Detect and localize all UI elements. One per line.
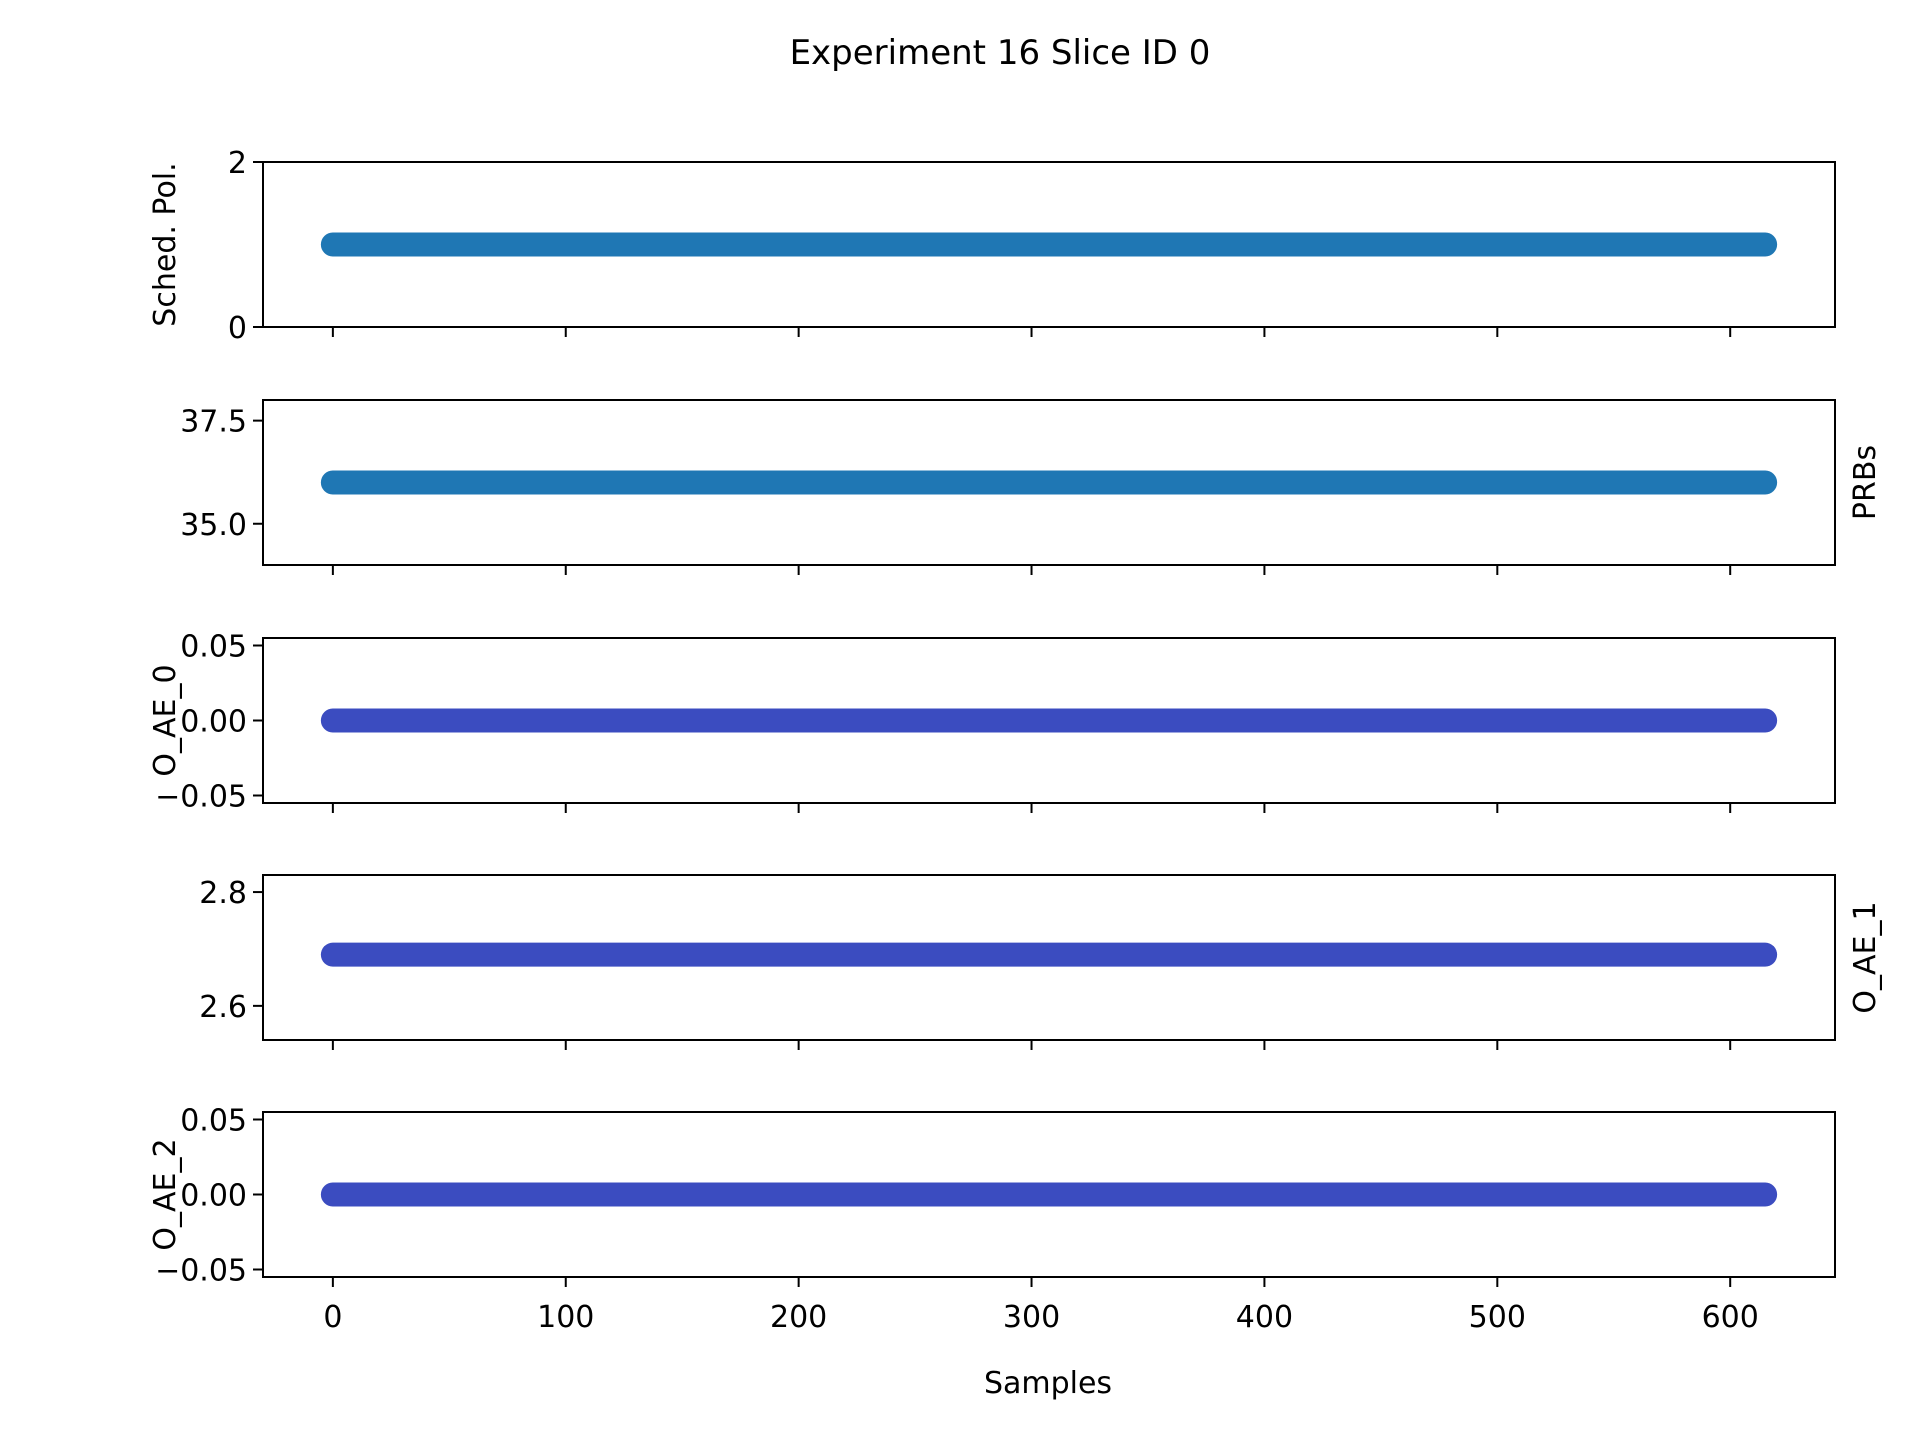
- panel-frame-4: [262, 874, 1836, 1041]
- y-tick-label: 0.05: [180, 1104, 247, 1139]
- x-axis-label: Samples: [984, 1366, 1112, 1401]
- y-tick-label: −0.05: [155, 780, 247, 815]
- y-tick-label: 2.6: [199, 990, 247, 1025]
- y-tick-label: 2: [228, 146, 247, 181]
- y-tick-label: 0.05: [180, 630, 247, 665]
- y-tick-label: 37.5: [180, 405, 247, 440]
- panel-1: 0 2 Sched. Pol.: [148, 146, 1836, 346]
- panel-5: −0.05 0.00 0.05 0 100 200 300 400 500 600 O_AE_2: [148, 1104, 1836, 1335]
- panel-2: 35.0 37.5 PRBs: [180, 399, 1883, 575]
- y-tick-label: 0.00: [180, 1179, 247, 1214]
- y-axis-label: O_AE_2: [148, 1138, 183, 1250]
- panel-3: −0.05 0.00 0.05O_AE_0: [148, 630, 1836, 815]
- figure-title: Experiment 16 Slice ID 0: [790, 33, 1211, 73]
- y-axis-label: O_AE_1: [1848, 901, 1883, 1013]
- x-tick-label: 600: [1702, 1300, 1759, 1335]
- x-tick-label: 200: [770, 1300, 827, 1335]
- y-tick-label: −0.05: [155, 1254, 247, 1289]
- y-tick-label: 35.0: [180, 508, 247, 543]
- panel-frame-1: [262, 161, 1836, 328]
- x-tick-label: 300: [1003, 1300, 1060, 1335]
- y-tick-label: 0.00: [180, 705, 247, 740]
- x-tick-label: 100: [537, 1300, 594, 1335]
- x-tick-label: 500: [1469, 1300, 1526, 1335]
- panel-frame-2: [262, 399, 1836, 566]
- y-axis-label: PRBs: [1848, 445, 1883, 520]
- x-tick-label: 400: [1236, 1300, 1293, 1335]
- y-tick-label: 2.8: [199, 876, 247, 911]
- y-axis-label: Sched. Pol.: [148, 162, 183, 326]
- x-tick-label: 0: [323, 1300, 342, 1335]
- y-tick-label: 0: [228, 311, 247, 346]
- y-axis-label: O_AE_0: [148, 664, 183, 776]
- panel-4: 2.6 2.8 O_AE_1: [199, 874, 1883, 1050]
